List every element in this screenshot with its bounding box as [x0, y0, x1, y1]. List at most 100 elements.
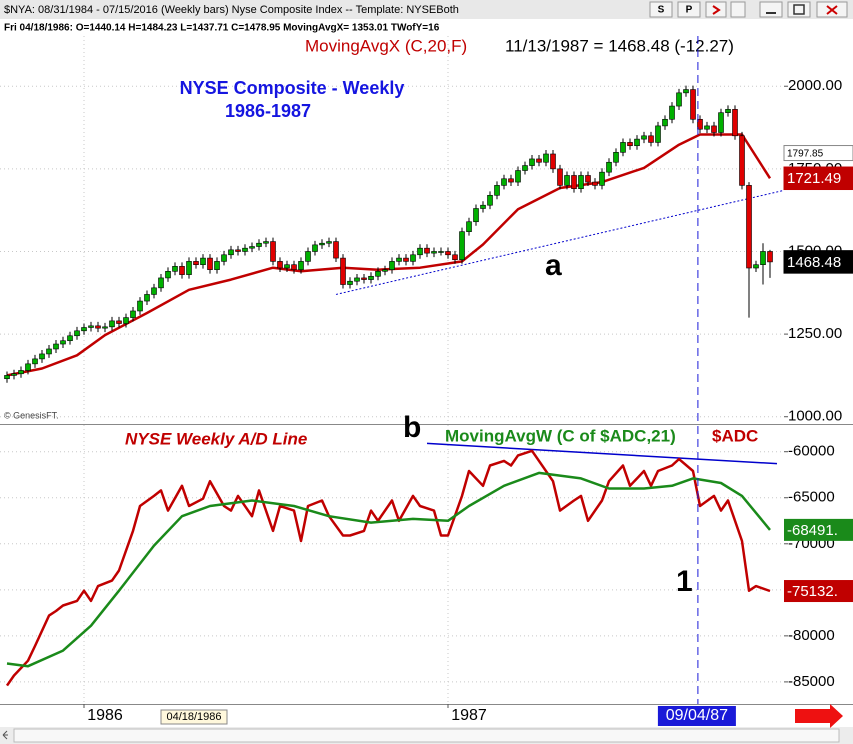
candle-body	[81, 327, 87, 332]
close-icon	[826, 5, 838, 15]
scroll-arrow[interactable]	[795, 704, 843, 728]
price-marker-box	[783, 145, 853, 162]
end-label-box	[784, 580, 853, 603]
candle-body	[270, 241, 276, 262]
candle-body	[74, 330, 80, 337]
candle-body	[221, 254, 227, 262]
candle-body	[494, 185, 500, 196]
candle-body	[480, 204, 486, 209]
candle-body	[410, 254, 416, 262]
candle-body	[557, 168, 563, 186]
marker-label-box	[657, 706, 736, 726]
close-last-box	[783, 250, 853, 274]
trendline	[335, 189, 785, 295]
candle-body	[543, 153, 549, 163]
candle-body	[18, 370, 24, 375]
title-bar	[0, 0, 853, 19]
candle-body	[123, 317, 129, 324]
candle-body	[438, 251, 444, 253]
candle-body	[466, 221, 472, 232]
candle-body	[508, 178, 514, 183]
x-tick-label: 1987	[451, 707, 487, 724]
candle-body	[179, 266, 185, 275]
candle-body	[137, 300, 143, 312]
candle-body	[368, 275, 374, 280]
candle-body	[151, 287, 157, 295]
candle-body	[529, 158, 535, 166]
candle-body	[627, 142, 633, 147]
trendline	[426, 442, 778, 465]
candle-body	[599, 171, 605, 186]
candle-body	[697, 118, 703, 130]
y-tick-label: 1250.00	[788, 325, 842, 342]
candle-body	[522, 165, 528, 171]
watermark: © GenesisFT.	[4, 410, 59, 420]
candle-body	[158, 277, 164, 289]
minimize-button[interactable]	[759, 1, 783, 18]
end-label-box	[784, 518, 853, 541]
candle-body	[536, 158, 542, 163]
candle-body	[291, 264, 297, 270]
candle-body	[263, 241, 269, 244]
candle-body	[445, 251, 451, 256]
candle-body	[11, 373, 17, 376]
pin-button[interactable]	[730, 1, 746, 18]
candle-body	[585, 175, 591, 183]
candle-body	[550, 153, 556, 170]
scroll-track[interactable]	[13, 728, 840, 743]
candle-body	[746, 185, 752, 269]
button-s-label[interactable]: S	[658, 5, 665, 16]
button-p-label[interactable]: P	[686, 5, 693, 16]
candle-body	[333, 241, 339, 259]
price-marker: 1797.85	[787, 149, 824, 160]
candle-body	[354, 277, 360, 282]
candle-body	[130, 310, 136, 318]
close-last: 1468.48	[787, 254, 841, 271]
annotation: 1	[676, 565, 693, 598]
candle-body	[669, 105, 675, 120]
info-line: Fri 04/18/1986: O=1440.14 H=1484.23 L=14…	[4, 23, 440, 34]
nav-button[interactable]	[705, 1, 727, 18]
candle-body	[704, 125, 710, 130]
candle-body	[767, 251, 773, 263]
candle-body	[361, 277, 367, 280]
candle-body	[60, 340, 66, 345]
candle-body	[452, 254, 458, 261]
candle-body	[298, 261, 304, 270]
candle-body	[172, 266, 178, 272]
candle-body	[228, 249, 234, 256]
button-s[interactable]	[649, 1, 673, 18]
window-buttons[interactable]: S P	[649, 1, 848, 18]
candle-body	[214, 261, 220, 270]
candle-body	[634, 138, 640, 147]
candle-body	[144, 294, 150, 302]
candle-body	[760, 251, 766, 266]
candle-body	[501, 178, 507, 186]
candle-body	[662, 118, 668, 127]
candle-body	[46, 348, 52, 355]
candle-body	[739, 135, 745, 186]
candle-body	[235, 249, 241, 252]
candle-body	[683, 89, 689, 94]
legend-value: 11/13/1987 = 1468.48 (-12.27)	[505, 36, 734, 55]
y-tick-label: -80000	[788, 627, 835, 644]
panel-title: NYSE Weekly A/D Line	[125, 429, 307, 448]
chart-title: NYSE Composite - Weekly	[180, 78, 405, 98]
candle-body	[256, 242, 262, 247]
maximize-icon	[793, 4, 805, 15]
scroll-left[interactable]	[2, 730, 8, 740]
button-p[interactable]	[677, 1, 701, 18]
candle-body	[732, 109, 738, 137]
candle-body	[249, 246, 255, 249]
candle-body	[116, 320, 122, 324]
marker-label: 09/04/87	[666, 707, 728, 724]
candle-body	[375, 271, 381, 277]
ma-last-box	[783, 166, 853, 191]
candle-body	[676, 92, 682, 107]
candle-body	[4, 375, 10, 380]
candle-body	[305, 251, 311, 262]
candle-body	[753, 264, 759, 269]
legend-entry: MovingAvgX (C,20,F)	[305, 36, 467, 55]
candle-body	[515, 170, 521, 183]
